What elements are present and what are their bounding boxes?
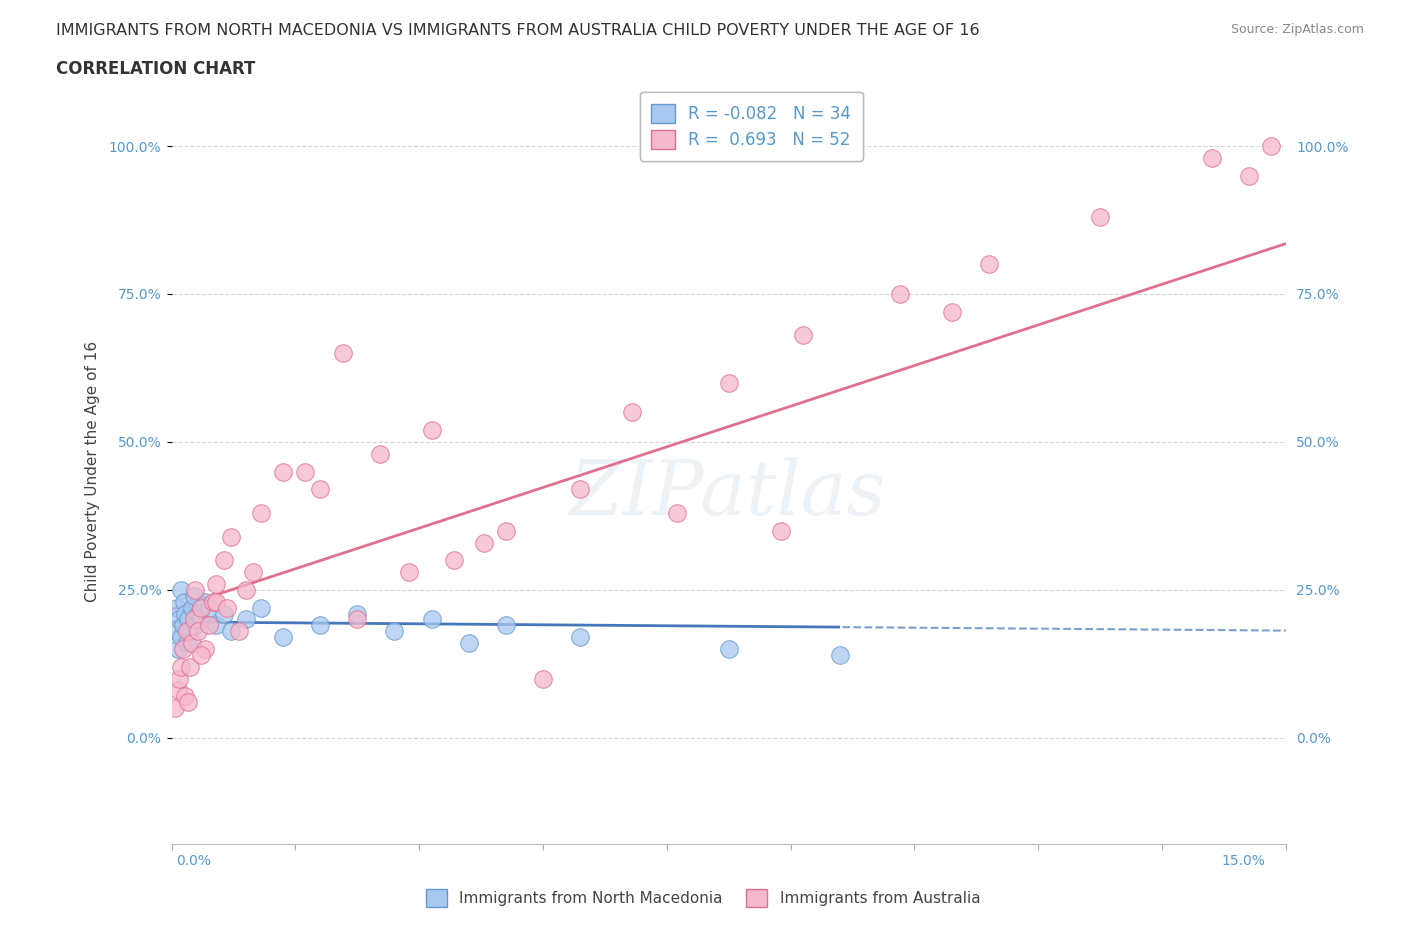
Point xyxy=(181,600,204,615)
Point xyxy=(167,642,190,657)
Point xyxy=(717,376,740,391)
Legend: Immigrants from North Macedonia, Immigrants from Australia: Immigrants from North Macedonia, Immigra… xyxy=(420,884,986,913)
Point xyxy=(309,482,332,497)
Point xyxy=(219,529,242,544)
Point xyxy=(177,612,200,627)
Point xyxy=(167,612,190,627)
Point xyxy=(271,464,294,479)
Point xyxy=(190,612,212,627)
Point xyxy=(179,659,201,674)
Point xyxy=(174,606,197,621)
Point xyxy=(717,642,740,657)
Point xyxy=(194,594,217,609)
Point xyxy=(205,594,228,609)
Point xyxy=(443,552,465,567)
Point xyxy=(187,606,209,621)
Point xyxy=(201,594,224,609)
Point xyxy=(198,618,221,632)
Point xyxy=(235,612,257,627)
Point xyxy=(174,689,197,704)
Point xyxy=(181,636,204,651)
Point xyxy=(177,695,200,710)
Point xyxy=(294,464,316,479)
Point xyxy=(217,600,239,615)
Point xyxy=(183,589,205,604)
Point xyxy=(249,506,271,521)
Point xyxy=(179,624,201,639)
Point xyxy=(190,647,212,662)
Point xyxy=(198,600,221,615)
Point xyxy=(457,636,479,651)
Point xyxy=(531,671,554,686)
Point xyxy=(941,304,963,319)
Point xyxy=(346,606,368,621)
Text: 0.0%: 0.0% xyxy=(176,854,211,868)
Point xyxy=(398,565,420,579)
Point xyxy=(332,346,354,361)
Point xyxy=(621,405,644,419)
Point xyxy=(242,565,264,579)
Point xyxy=(495,618,517,632)
Point xyxy=(1260,139,1282,153)
Point xyxy=(792,328,814,343)
Point xyxy=(212,606,235,621)
Point xyxy=(384,624,406,639)
Point xyxy=(830,647,852,662)
Point xyxy=(172,642,194,657)
Point xyxy=(183,612,205,627)
Point xyxy=(495,524,517,538)
Text: 15.0%: 15.0% xyxy=(1222,854,1265,868)
Point xyxy=(1201,151,1223,166)
Point xyxy=(169,659,191,674)
Point xyxy=(1237,168,1260,183)
Point xyxy=(249,600,271,615)
Point xyxy=(271,630,294,644)
Point xyxy=(190,600,212,615)
Point xyxy=(977,257,1000,272)
Point xyxy=(176,636,198,651)
Point xyxy=(665,506,688,521)
Point xyxy=(166,600,188,615)
Point xyxy=(769,524,792,538)
Point xyxy=(309,618,332,632)
Point xyxy=(420,422,443,437)
Point xyxy=(212,552,235,567)
Point xyxy=(166,683,188,698)
Point xyxy=(346,612,368,627)
Point xyxy=(187,624,209,639)
Point xyxy=(205,618,228,632)
Point xyxy=(228,624,250,639)
Point xyxy=(170,630,193,644)
Point xyxy=(176,624,198,639)
Point xyxy=(165,701,187,716)
Point xyxy=(165,624,187,639)
Point xyxy=(235,582,257,597)
Point xyxy=(184,618,207,632)
Point xyxy=(472,535,495,550)
Point xyxy=(205,577,228,591)
Point xyxy=(184,582,207,597)
Y-axis label: Child Poverty Under the Age of 16: Child Poverty Under the Age of 16 xyxy=(86,341,100,602)
Point xyxy=(889,286,911,301)
Point xyxy=(173,594,195,609)
Point xyxy=(172,618,194,632)
Text: Source: ZipAtlas.com: Source: ZipAtlas.com xyxy=(1230,23,1364,36)
Point xyxy=(169,582,191,597)
Point xyxy=(569,630,592,644)
Point xyxy=(1088,209,1111,224)
Legend: R = -0.082   N = 34, R =  0.693   N = 52: R = -0.082 N = 34, R = 0.693 N = 52 xyxy=(640,92,862,161)
Point xyxy=(420,612,443,627)
Text: ZIPatlas: ZIPatlas xyxy=(571,457,887,531)
Point xyxy=(368,446,391,461)
Point xyxy=(569,482,592,497)
Text: CORRELATION CHART: CORRELATION CHART xyxy=(56,60,256,78)
Point xyxy=(219,624,242,639)
Point xyxy=(194,642,217,657)
Point xyxy=(167,671,190,686)
Text: IMMIGRANTS FROM NORTH MACEDONIA VS IMMIGRANTS FROM AUSTRALIA CHILD POVERTY UNDER: IMMIGRANTS FROM NORTH MACEDONIA VS IMMIG… xyxy=(56,23,980,38)
